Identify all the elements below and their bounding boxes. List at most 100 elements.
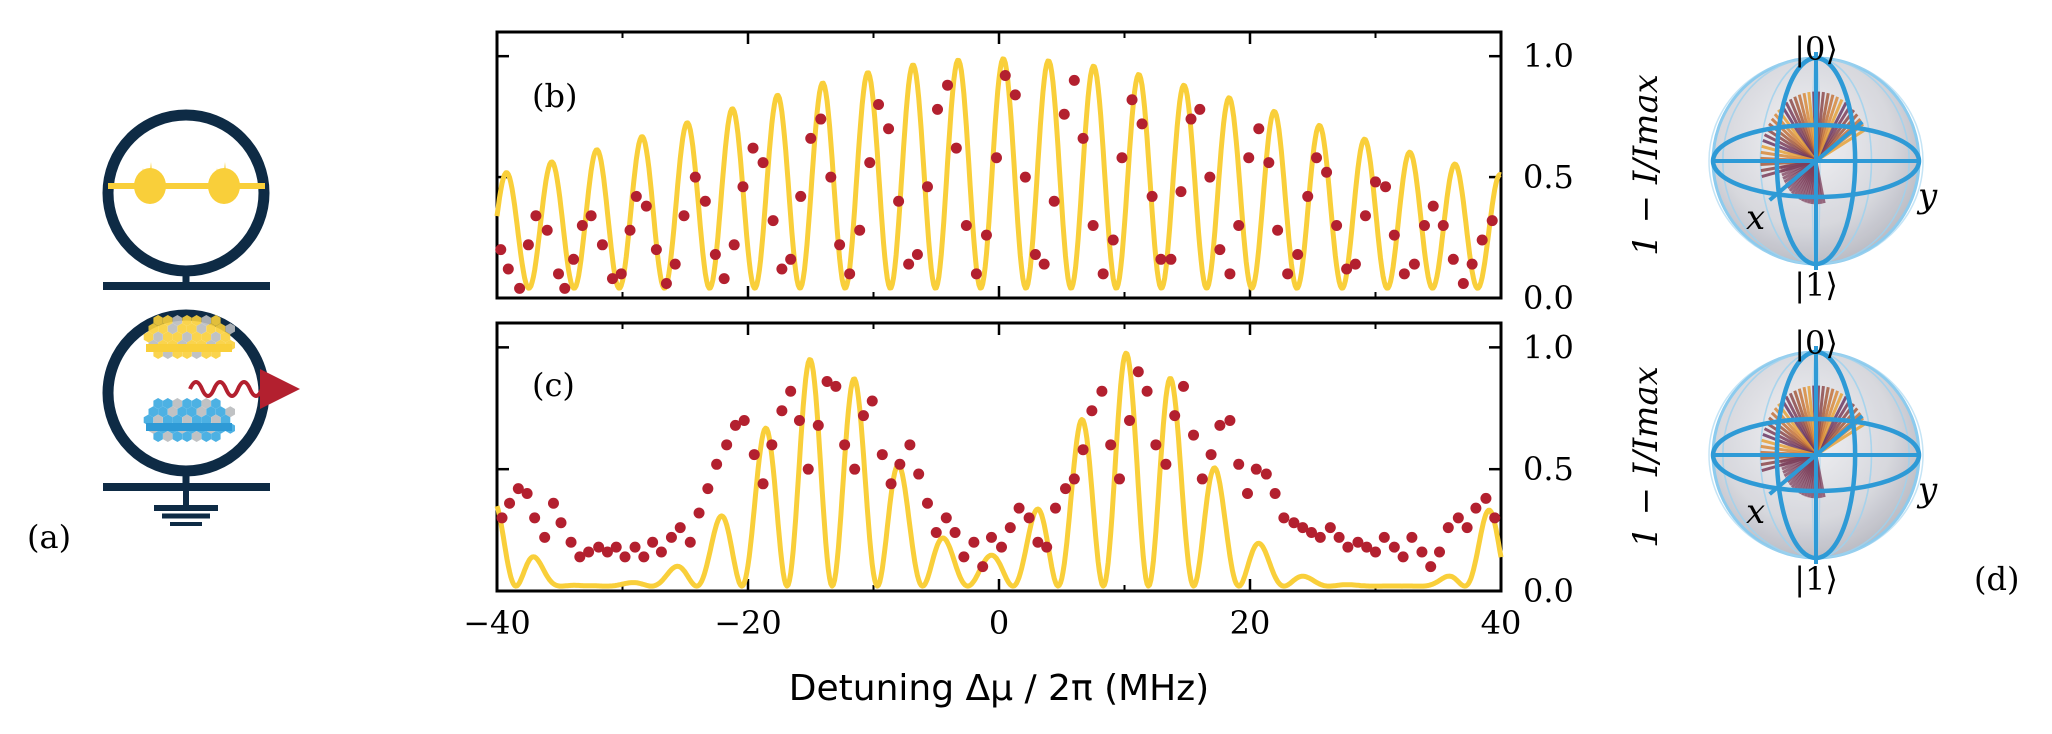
data-point [767,215,779,227]
hex-cell [172,398,183,409]
data-point [1177,380,1189,392]
data-point [601,546,613,558]
data-point [568,253,580,265]
data-point [1141,385,1153,397]
panel-label-d: (d) [1974,560,2019,598]
bloch-sphere-icon: |0⟩ |1⟩ x y [1708,30,1938,304]
data-point [1292,248,1304,260]
data-point [830,380,842,392]
data-point [1406,531,1418,543]
data-point [522,239,534,251]
data-point [1388,229,1400,241]
bloch-label-1: |1⟩ [1794,266,1838,304]
hex-cell [201,331,211,343]
data-point [1352,536,1364,548]
panel-b-ylabel: 1 − I/Imax [1626,74,1666,256]
data-point [610,541,622,553]
data-point [709,248,721,260]
y-tick-label: 0.5 [1523,450,1574,488]
data-point [1349,258,1361,270]
emitted-phonon-arrow-icon [188,369,300,409]
data-point [894,458,906,470]
data-point [699,195,711,207]
data-point [1029,248,1041,260]
data-point [1155,253,1167,265]
data-point [1214,419,1226,431]
data-point [689,171,701,183]
data-point [795,190,807,202]
data-point [1224,268,1236,280]
hex-cell [163,331,173,343]
data-point [776,263,788,275]
data-point [1169,410,1181,422]
hex-cell [191,331,202,343]
data-point [678,210,690,222]
data-point [990,152,1002,164]
data-point [583,546,595,558]
data-point [1205,449,1217,461]
hex-cell [211,414,221,426]
data-point [1305,527,1317,539]
data-point [913,468,925,480]
hex-cell [206,323,216,335]
panel-label-c: (c) [532,366,575,404]
data-point [1105,439,1117,451]
data-point [1272,224,1284,236]
hex-cell [201,398,211,409]
data-point [834,239,846,251]
data-point [1416,546,1428,558]
data-point [559,282,571,294]
data-point [624,224,636,236]
hex-cell [220,331,231,343]
data-point [1278,512,1290,524]
data-point [1427,200,1439,212]
data-point [1041,541,1053,553]
hex-cell [172,331,183,343]
data-point [547,497,559,509]
data-point [1194,103,1206,115]
bloch-label-x: x [1746,198,1765,238]
bloch-label-0: |0⟩ [1794,30,1838,68]
data-point [785,253,797,265]
data-point [1370,546,1381,558]
data-point [565,536,577,548]
data-point [932,103,944,115]
data-point [883,123,895,135]
data-point [1342,541,1354,553]
hex-cell [187,406,197,418]
data-point [574,551,586,563]
data-point [541,224,553,236]
data-point [555,517,567,529]
x-tick-label: −40 [463,604,531,642]
data-point [640,200,652,212]
data-point [1009,89,1021,101]
data-point [1068,74,1080,86]
hex-cell [148,406,158,418]
data-point [1113,473,1125,485]
x-tick-label: 20 [1230,604,1271,642]
hex-cell [201,315,211,326]
data-point [638,551,650,563]
panel-b-data-points [495,70,1498,294]
x-tick-label: −20 [714,604,782,642]
hex-lattice-bottom-icon [143,398,235,442]
data-point [1437,219,1449,231]
data-point [702,483,714,495]
data-point [1408,258,1420,270]
data-point [1087,219,1099,231]
data-point [1302,190,1314,202]
data-point [977,561,989,573]
transmon-qubit-icon [102,109,270,290]
data-point [615,268,627,280]
panel-b-plot: 0.0 0.5 1.0 (b) 1 − I/Imax [494,30,1666,317]
hex-cell [148,323,158,335]
hex-cell [196,406,207,418]
data-point [504,497,516,509]
data-point [585,210,597,222]
data-point [1224,414,1236,426]
y-tick-label: 1.0 [1523,37,1574,75]
data-point [1370,176,1381,188]
data-point [1077,444,1089,456]
data-point [1068,473,1080,485]
